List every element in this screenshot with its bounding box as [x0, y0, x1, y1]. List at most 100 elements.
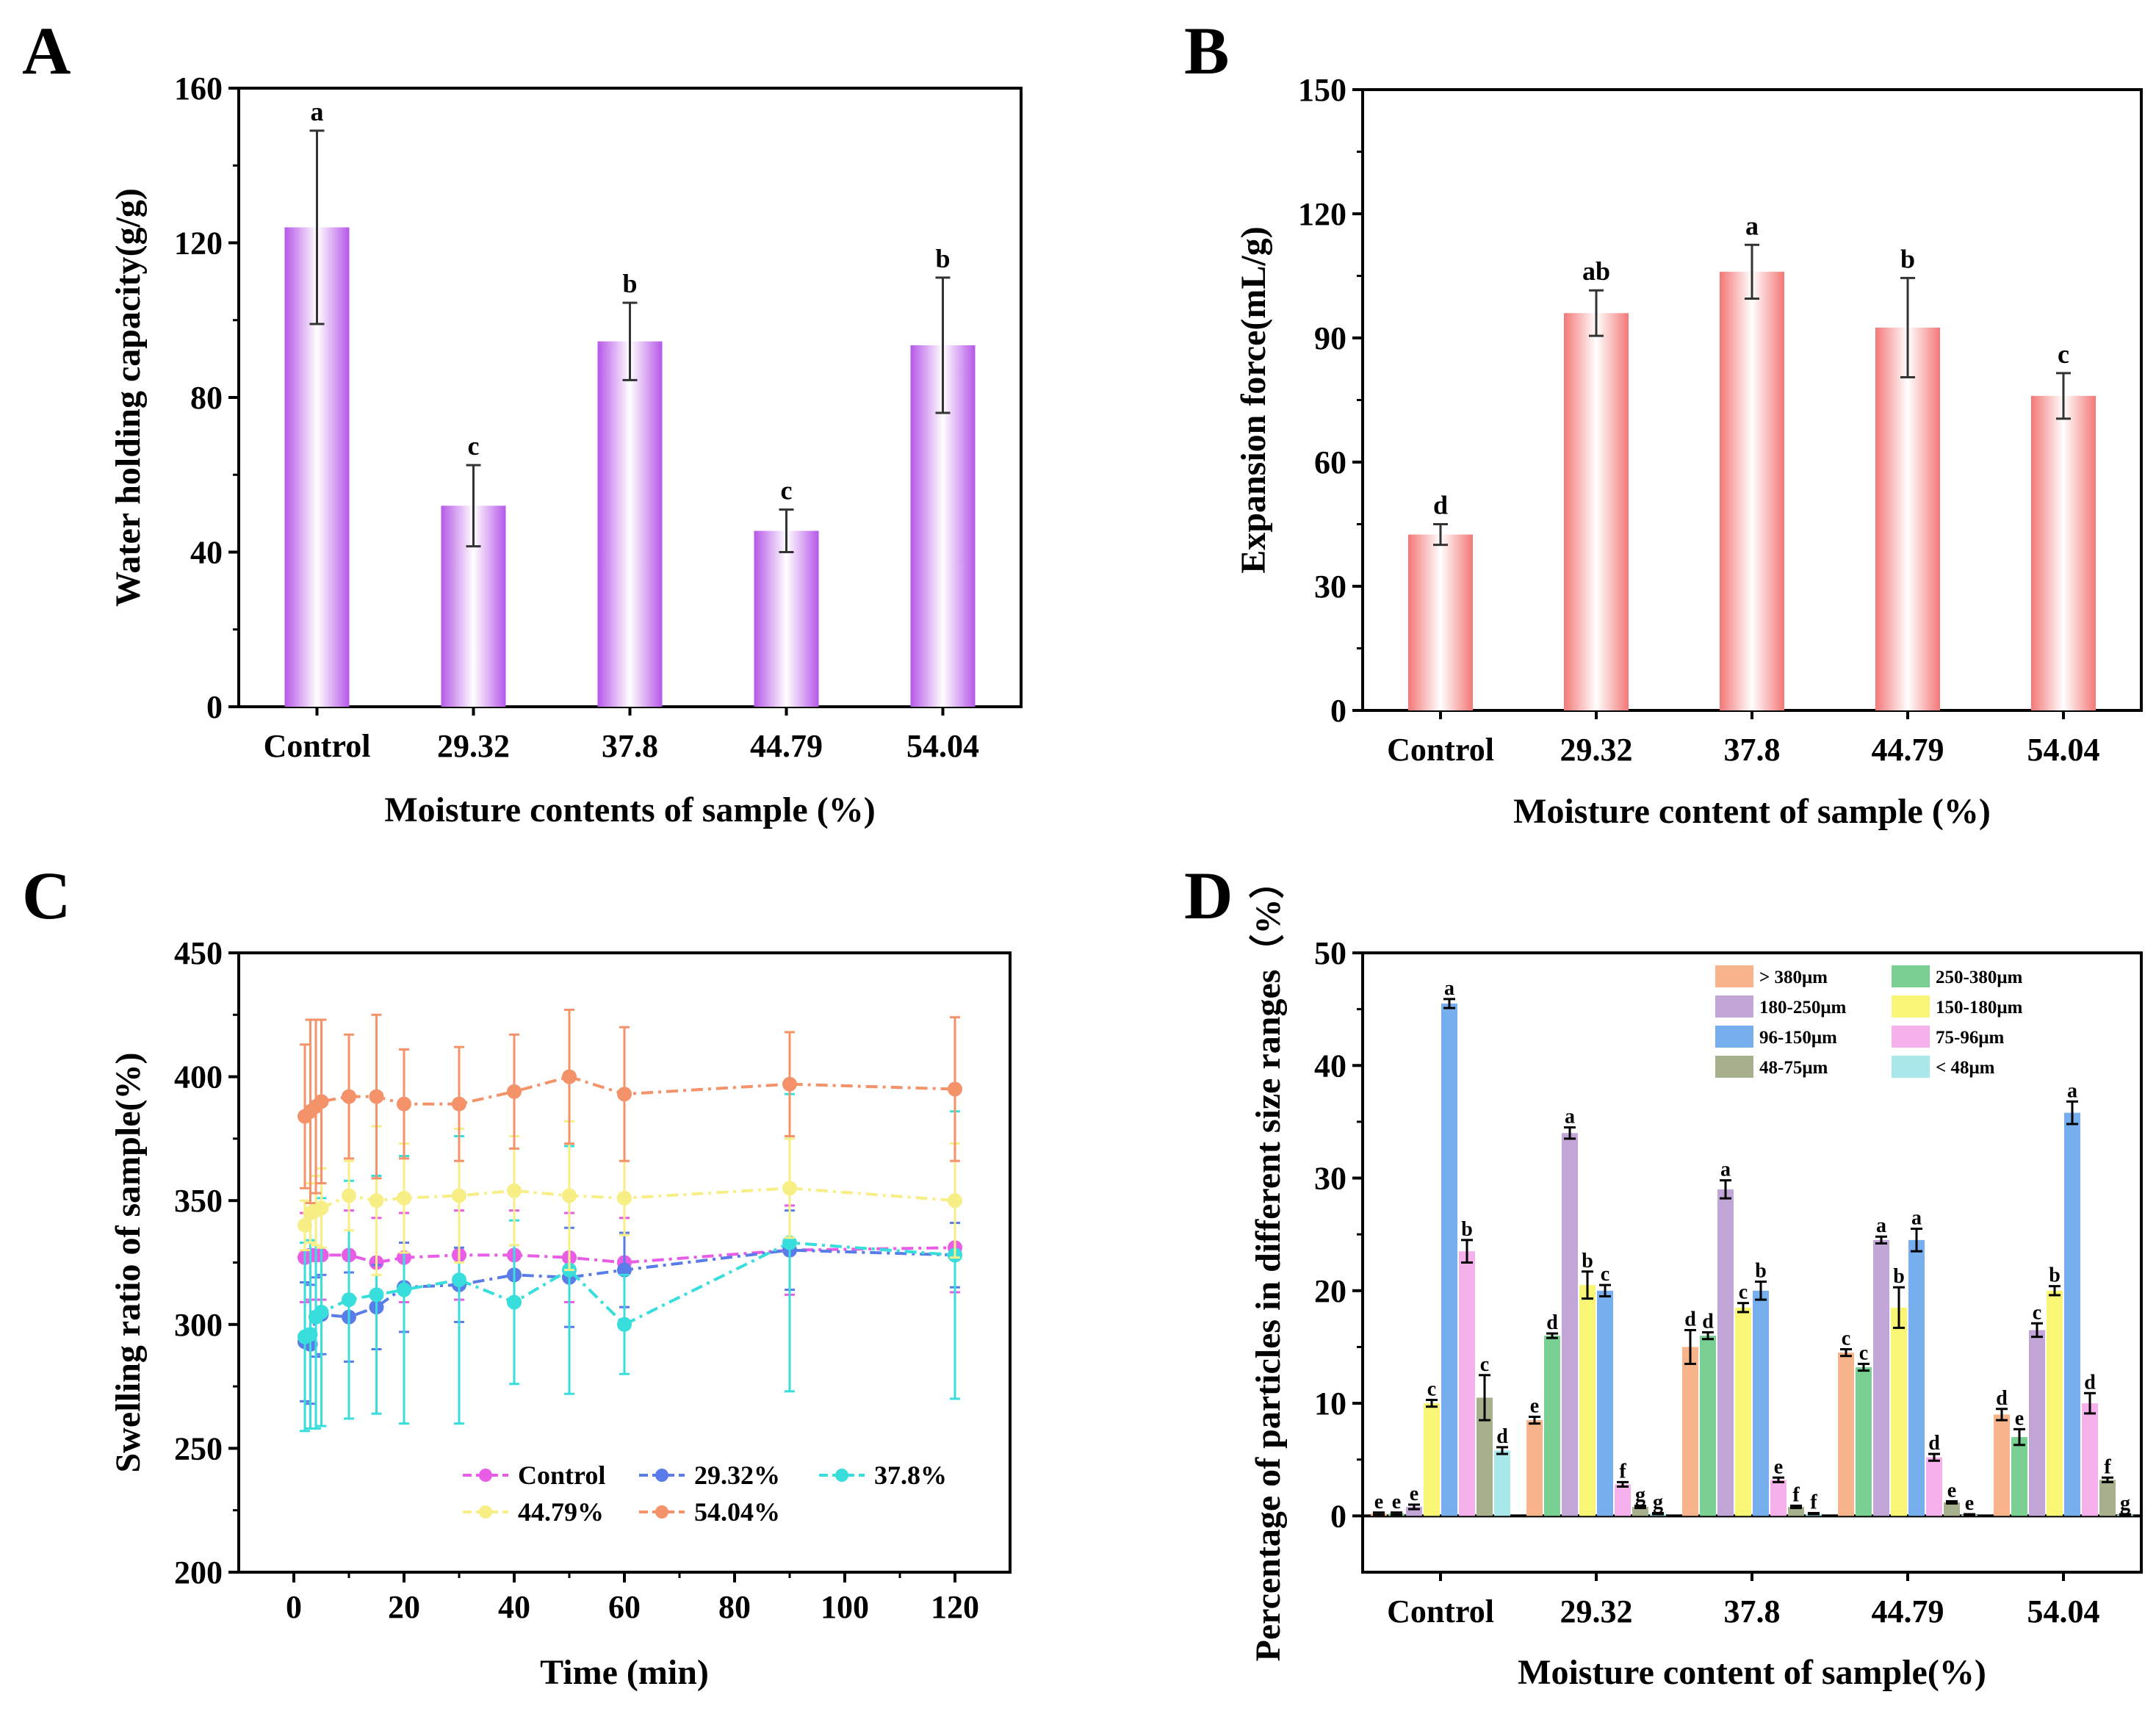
bar-250-380μm-37.8: [1700, 1336, 1716, 1516]
legend-label: Control: [518, 1461, 605, 1490]
data-point: [617, 1262, 632, 1278]
series-29.32%: [298, 1209, 962, 1405]
x-tick-label: 0: [286, 1589, 302, 1625]
significance-letter: d: [1496, 1425, 1508, 1448]
data-point: [617, 1190, 632, 1206]
y-axis-title: Water holding capacity(g/g): [109, 188, 148, 607]
data-point: [369, 1193, 384, 1209]
bar-75-96μm-Control: [1459, 1251, 1475, 1516]
bar-44.79: [1875, 327, 1940, 711]
significance-letter: c: [781, 476, 793, 505]
significance-letter: e: [1947, 1479, 1956, 1502]
legend-label: 180-250μm: [1759, 998, 1846, 1018]
x-tick-label: 44.79: [1872, 732, 1944, 768]
legend-swatch-marker: [479, 1505, 492, 1519]
data-point: [397, 1282, 411, 1297]
x-tick-label: 54.04: [906, 728, 979, 764]
data-point: [342, 1292, 356, 1308]
data-point: [782, 1235, 797, 1250]
x-tick-label: 40: [498, 1589, 530, 1625]
bar-75-96μm-54.04: [2082, 1403, 2098, 1516]
data-point: [782, 1181, 797, 1196]
data-point: [948, 1081, 962, 1097]
data-point: [298, 1217, 312, 1233]
significance-letter: c: [2058, 339, 2069, 369]
x-axis-title: Time (min): [540, 1653, 709, 1692]
data-point: [303, 1327, 318, 1342]
significance-letter: f: [1792, 1484, 1800, 1507]
significance-letter: e: [1965, 1492, 1974, 1515]
bar-75-96μm-44.79: [1926, 1457, 1942, 1516]
y-tick-label: 120: [174, 226, 223, 262]
data-point: [397, 1190, 411, 1206]
y-tick-label: 350: [174, 1183, 223, 1219]
x-tick-label: 37.8: [602, 728, 658, 764]
significance-letter: c: [1601, 1263, 1609, 1286]
significance-letter: e: [2015, 1407, 2024, 1430]
x-tick-label: 37.8: [1724, 1593, 1781, 1629]
y-tick-label: 450: [174, 935, 223, 971]
significance-letter: b: [622, 269, 637, 298]
legend-swatch-marker: [479, 1469, 492, 1482]
legend-swatch-marker: [655, 1469, 668, 1482]
significance-letter: g: [2120, 1492, 2130, 1515]
legend-label: 29.32%: [694, 1461, 780, 1490]
legend-label: 250-380μm: [1936, 968, 2022, 987]
significance-letter: a: [2067, 1079, 2077, 1102]
bar-54.04: [2031, 395, 2096, 710]
legend-swatch: [1715, 965, 1753, 987]
y-tick-label: 0: [1330, 1498, 1346, 1534]
data-point: [562, 1188, 577, 1203]
legend-swatch: [1892, 965, 1930, 987]
significance-letter: c: [468, 431, 480, 461]
bar-150-180μm-29.32: [1579, 1285, 1596, 1516]
bar-180-250μm-29.32: [1562, 1133, 1578, 1516]
significance-letter: f: [2104, 1455, 2111, 1478]
bar-250-380μm-54.04: [2011, 1437, 2027, 1516]
significance-letter: e: [1410, 1483, 1418, 1505]
legend-label: 150-180μm: [1936, 998, 2022, 1018]
y-tick-label: 0: [206, 689, 223, 725]
significance-letter: b: [935, 244, 950, 273]
data-point: [369, 1287, 384, 1303]
legend-label: 48-75μm: [1759, 1058, 1828, 1078]
y-tick-label: 60: [1314, 444, 1346, 480]
bar-250-380μm-29.32: [1544, 1336, 1560, 1516]
significance-letter: f: [1810, 1491, 1817, 1514]
bar-> 380μm-37.8: [1682, 1347, 1698, 1516]
bar-48-75μm-44.79: [1944, 1502, 1960, 1516]
legend-swatch: [1892, 1056, 1930, 1078]
y-axis-title: Expansion force(mL/g): [1234, 226, 1273, 573]
significance-letter: a: [1720, 1159, 1731, 1181]
panel-letter-A: A: [22, 13, 71, 88]
bar-48-75μm-54.04: [2099, 1480, 2116, 1516]
data-point: [314, 1200, 329, 1216]
bar-180-250μm-44.79: [1873, 1239, 1889, 1516]
bar-150-180μm-Control: [1424, 1403, 1440, 1516]
significance-letter: d: [1433, 491, 1448, 520]
y-tick-label: 50: [1314, 935, 1346, 971]
legend-label: < 48μm: [1936, 1058, 1995, 1078]
y-tick-label: 400: [174, 1059, 223, 1095]
legend-label: 75-96μm: [1936, 1028, 2004, 1048]
significance-letter: c: [1480, 1353, 1489, 1376]
significance-letter: g: [1635, 1484, 1645, 1507]
legend-swatch: [1892, 995, 1930, 1018]
x-tick-label: 44.79: [1872, 1593, 1944, 1629]
bar-150-180μm-37.8: [1735, 1307, 1751, 1516]
y-tick-label: 300: [174, 1307, 223, 1343]
bar-< 48μm-Control: [1494, 1450, 1510, 1516]
bar-48-75μm-29.32: [1632, 1507, 1648, 1516]
y-tick-label: 40: [1314, 1048, 1346, 1084]
significance-letter: b: [1461, 1218, 1473, 1241]
significance-letter: d: [1546, 1311, 1558, 1334]
legend-label: 37.8%: [874, 1461, 947, 1490]
significance-letter: b: [2049, 1264, 2061, 1287]
significance-letter: b: [1900, 244, 1915, 273]
bar-> 380μm-44.79: [1838, 1353, 1854, 1516]
data-point: [342, 1188, 356, 1203]
y-tick-label: 120: [1298, 196, 1346, 232]
x-tick-label: 100: [821, 1589, 869, 1625]
y-tick-label: 0: [1330, 693, 1346, 729]
